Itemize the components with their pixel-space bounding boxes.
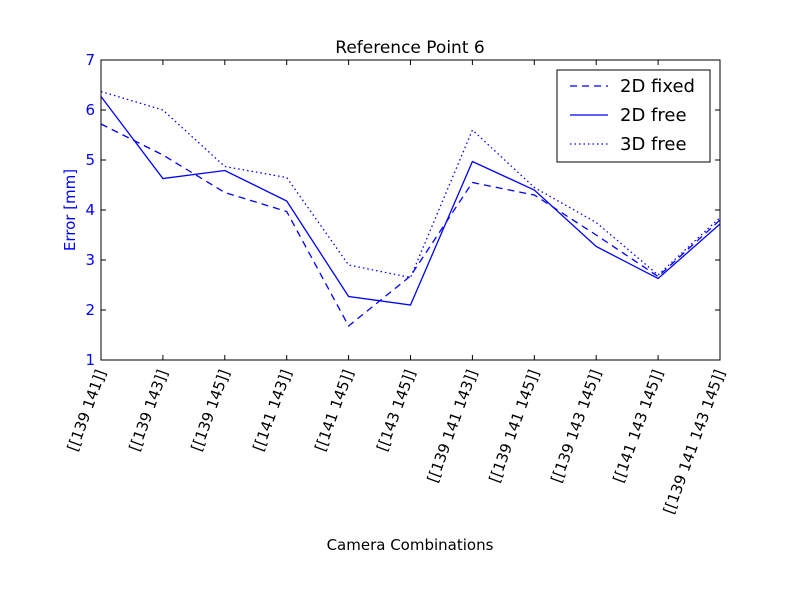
plot-frame — [100, 59, 721, 361]
legend-label: 3D free — [620, 134, 687, 155]
x-tick-label: [[139 141]] — [64, 367, 110, 453]
y-tick-label: 6 — [85, 101, 95, 119]
x-tick-label: [[141 143 145]] — [609, 367, 667, 485]
series-line-2d-fixed — [100, 123, 721, 327]
x-tick-label: [[139 143 145]] — [547, 367, 605, 485]
x-tick-label: [[139 141 145]] — [485, 367, 543, 485]
y-tick-label: 2 — [85, 301, 95, 319]
series-lines — [100, 90, 721, 327]
x-tick-label: [[139 141 143]] — [424, 367, 482, 485]
chart-title: Reference Point 6 — [335, 38, 484, 58]
x-tick-label: [[139 143]] — [126, 367, 172, 453]
x-tick-label: [[141 145]] — [311, 367, 357, 453]
y-tick-label: 3 — [85, 251, 95, 269]
legend-box — [556, 69, 711, 163]
y-tick-label: 1 — [85, 351, 95, 369]
legend: 2D fixed 2D free 3D free — [556, 69, 711, 163]
y-axis: 1 2 3 4 5 6 7 — [85, 51, 720, 369]
legend-label: 2D free — [620, 105, 687, 126]
x-tick-label: [[139 145]] — [187, 367, 233, 453]
y-axis-label: Error [mm] — [61, 169, 79, 251]
x-tick-label: [[141 143]] — [249, 367, 295, 453]
legend-label: 2D fixed — [620, 76, 695, 97]
x-tick-label: [[143 145]] — [373, 367, 419, 453]
x-axis-label: Camera Combinations — [327, 536, 494, 554]
y-tick-label: 5 — [85, 151, 95, 169]
y-tick-label: 4 — [85, 201, 95, 219]
series-line-2d-free — [100, 96, 721, 306]
x-tick-label: [[139 141 143 145]] — [660, 367, 729, 516]
y-tick-label: 7 — [85, 51, 95, 69]
